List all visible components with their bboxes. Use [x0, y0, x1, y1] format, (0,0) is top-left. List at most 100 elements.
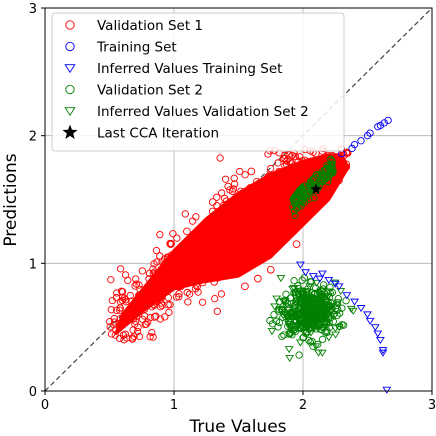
validation-set-1-point — [208, 226, 216, 234]
validation-set-1-point — [135, 332, 144, 341]
validation-set-1-point — [131, 282, 139, 290]
validation-set-1-point — [196, 276, 204, 285]
validation-set-1-point — [308, 157, 316, 165]
validation-set-1-point — [158, 269, 166, 278]
validation-set-1-point — [124, 276, 132, 285]
inferred-validation-set-2-point — [299, 311, 309, 319]
inferred-validation-set-2-point — [306, 329, 316, 337]
training-set-point — [357, 137, 365, 145]
validation-set-1-point — [222, 268, 230, 276]
validation-set-1-point — [219, 239, 227, 247]
validation-set-1-point — [261, 243, 269, 251]
validation-set-1-point — [188, 271, 196, 279]
validation-set-1-point — [261, 199, 270, 208]
validation-set-1-point — [150, 268, 159, 276]
validation-set-1-point — [146, 333, 154, 341]
validation-set-1-point — [204, 220, 213, 228]
validation-set-1-point — [185, 235, 193, 244]
validation-set-1-point — [220, 210, 229, 218]
validation-set-1-point — [145, 269, 154, 278]
validation-set-2-point — [338, 304, 346, 312]
validation-set-1-point — [161, 313, 169, 321]
validation-set-1-point — [275, 177, 283, 185]
validation-set-1-point — [230, 243, 238, 251]
inferred-validation-set-2-point — [285, 354, 295, 363]
validation-set-1-point — [150, 313, 159, 321]
validation-set-1-point — [216, 154, 224, 162]
validation-set-1-point — [196, 273, 204, 281]
validation-set-2-point — [290, 276, 298, 285]
validation-set-1-point — [218, 189, 226, 197]
y-tick-label: 1 — [29, 257, 37, 272]
validation-set-1-point — [253, 185, 261, 193]
validation-set-2-point — [292, 197, 300, 205]
legend-label: Inferred Values Training Set — [97, 61, 282, 77]
validation-set-2-point — [275, 318, 284, 327]
validation-set-1-point — [300, 171, 308, 180]
validation-set-1-point — [301, 156, 309, 164]
validation-set-1-point — [234, 255, 242, 263]
inferred-validation-set-2-point — [312, 279, 322, 287]
validation-set-1-point — [116, 265, 125, 273]
validation-set-1-point — [115, 319, 123, 328]
validation-set-1-point — [156, 231, 164, 239]
validation-set-1-point — [291, 153, 300, 161]
validation-set-2-point — [290, 199, 298, 206]
inferred-validation-set-2-point — [334, 324, 344, 332]
legend: Validation Set 1 Training Set Inferred Val… — [51, 12, 345, 152]
validation-set-1-point — [186, 239, 194, 248]
validation-set-2-point — [270, 310, 278, 319]
validation-set-1-point — [149, 269, 158, 277]
inferred-validation-set-2-point — [301, 307, 311, 315]
inferred-validation-set-2-point — [299, 329, 309, 337]
inferred-validation-set-2-point — [279, 298, 289, 306]
validation-set-2-point — [300, 274, 309, 282]
validation-set-1-point — [181, 210, 189, 218]
validation-set-1-point — [110, 314, 118, 323]
validation-set-1-point — [192, 263, 200, 271]
legend-label: Training Set — [96, 40, 177, 56]
validation-set-2-point — [312, 171, 320, 179]
validation-set-2-point — [310, 194, 318, 202]
validation-set-2-point — [296, 192, 304, 200]
validation-set-1-point — [190, 252, 198, 260]
validation-set-1-point — [216, 256, 224, 264]
validation-set-2-point — [297, 191, 305, 199]
inferred-training-set-point — [296, 261, 305, 269]
validation-set-1-point — [337, 159, 346, 168]
validation-set-1-point — [184, 279, 192, 288]
inferred-training-set-point — [373, 330, 383, 338]
validation-set-2-point — [315, 171, 323, 179]
validation-set-1-point — [298, 157, 306, 165]
validation-set-1-point — [184, 298, 192, 306]
validation-set-1-point — [292, 240, 301, 249]
validation-set-1-point — [299, 175, 308, 184]
validation-set-1-point — [200, 237, 209, 245]
validation-set-1-point — [241, 282, 249, 291]
validation-set-1-point — [194, 288, 202, 296]
validation-set-2-point — [290, 207, 298, 215]
validation-set-2-point — [339, 321, 348, 329]
validation-set-2-point — [295, 351, 303, 359]
validation-set-1-point — [273, 203, 281, 212]
validation-set-1-point — [320, 189, 329, 198]
validation-set-1-point — [268, 207, 276, 216]
x-tick-label: 2 — [299, 398, 307, 413]
inferred-validation-set-2-point — [284, 314, 294, 322]
validation-set-1-point — [253, 223, 262, 231]
validation-set-1-point — [169, 230, 177, 238]
validation-set-1-point — [213, 234, 221, 242]
validation-set-1-point — [135, 308, 143, 316]
inferred-training-set-point — [350, 298, 360, 306]
validation-set-1-point — [237, 187, 245, 195]
y-axis-label: Predictions — [1, 153, 21, 246]
legend-marker — [62, 124, 78, 139]
validation-set-1-point — [140, 303, 149, 311]
validation-set-1-point — [236, 240, 244, 249]
training-set-point — [363, 132, 372, 140]
validation-set-2-point — [302, 186, 310, 194]
validation-set-1-point — [266, 214, 274, 222]
inferred-training-set-point — [363, 311, 372, 319]
validation-set-1-point — [106, 323, 114, 331]
validation-set-2-point — [294, 310, 302, 318]
